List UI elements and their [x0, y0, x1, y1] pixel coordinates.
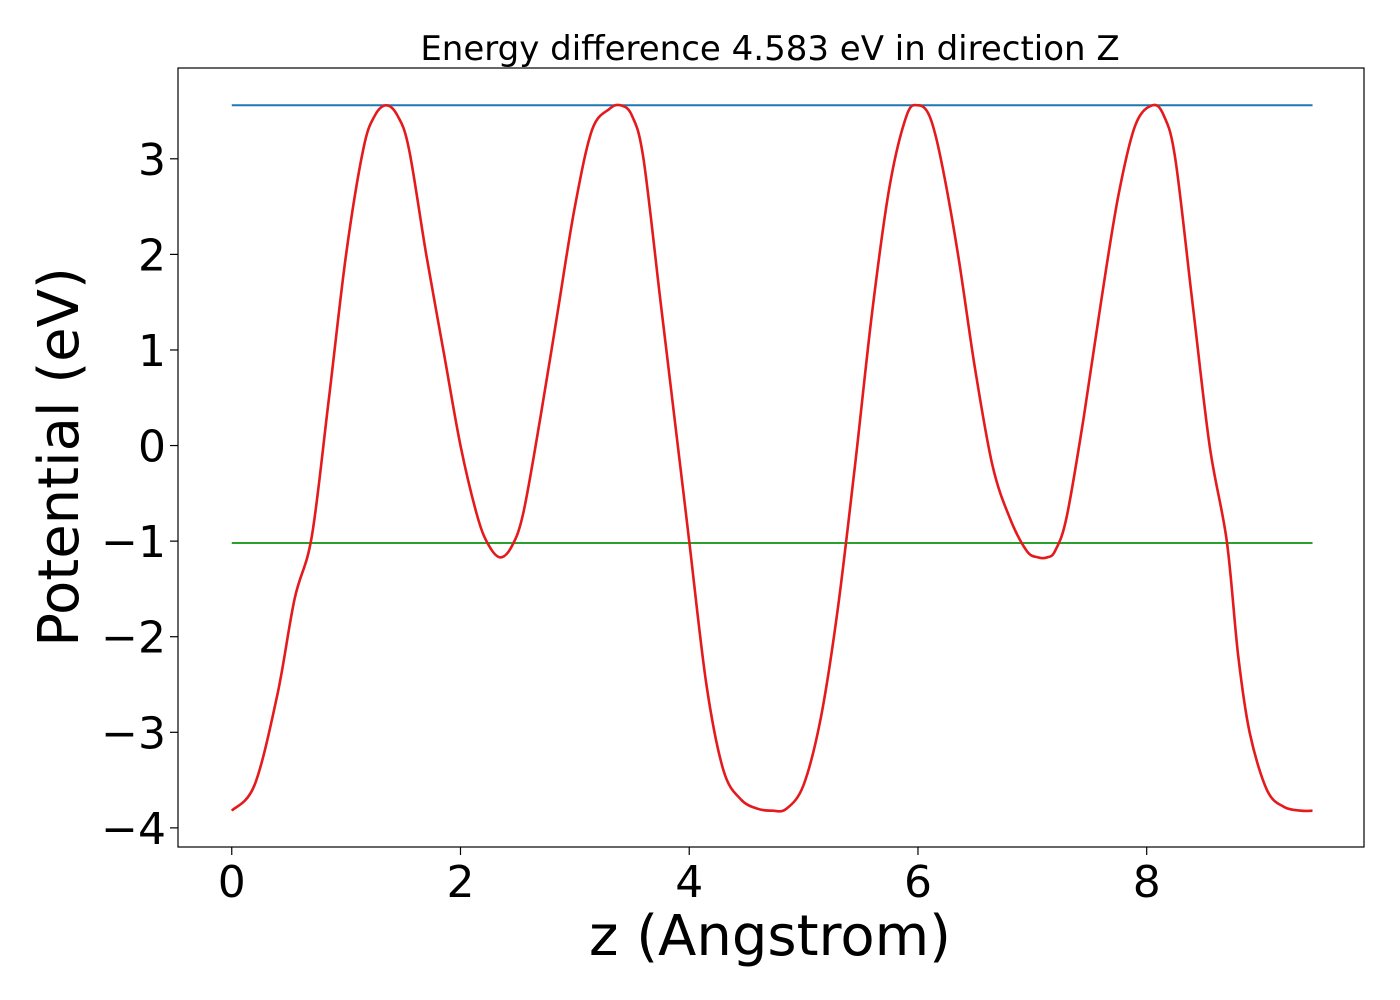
y-axis-ticks: −4 −3 −2 −1 0 1 2 3 [101, 135, 178, 855]
y-tick-label: −1 [101, 517, 166, 568]
y-tick-label: 1 [138, 326, 166, 377]
x-tick-label: 8 [1133, 857, 1161, 908]
y-tick-label: −2 [101, 613, 166, 664]
y-tick-label: 3 [138, 135, 166, 186]
y-tick-label: −4 [101, 804, 166, 855]
potential-curve [230, 103, 1313, 813]
y-tick-label: −3 [101, 708, 166, 759]
x-axis-label: z (Angstrom) [589, 904, 951, 969]
y-tick-label: 2 [138, 230, 166, 281]
x-tick-label: 4 [675, 857, 703, 908]
chart-title: Energy difference 4.583 eV in direction … [420, 29, 1119, 69]
x-tick-label: 2 [446, 857, 474, 908]
x-tick-label: 0 [218, 857, 246, 908]
plot-area [230, 103, 1313, 813]
y-tick-label: 0 [138, 422, 166, 473]
x-tick-label: 6 [904, 857, 932, 908]
plot-frame [177, 67, 1365, 848]
y-axis-label: Potential (eV) [27, 267, 92, 647]
x-axis-ticks: 0 2 4 6 8 [218, 847, 1161, 908]
